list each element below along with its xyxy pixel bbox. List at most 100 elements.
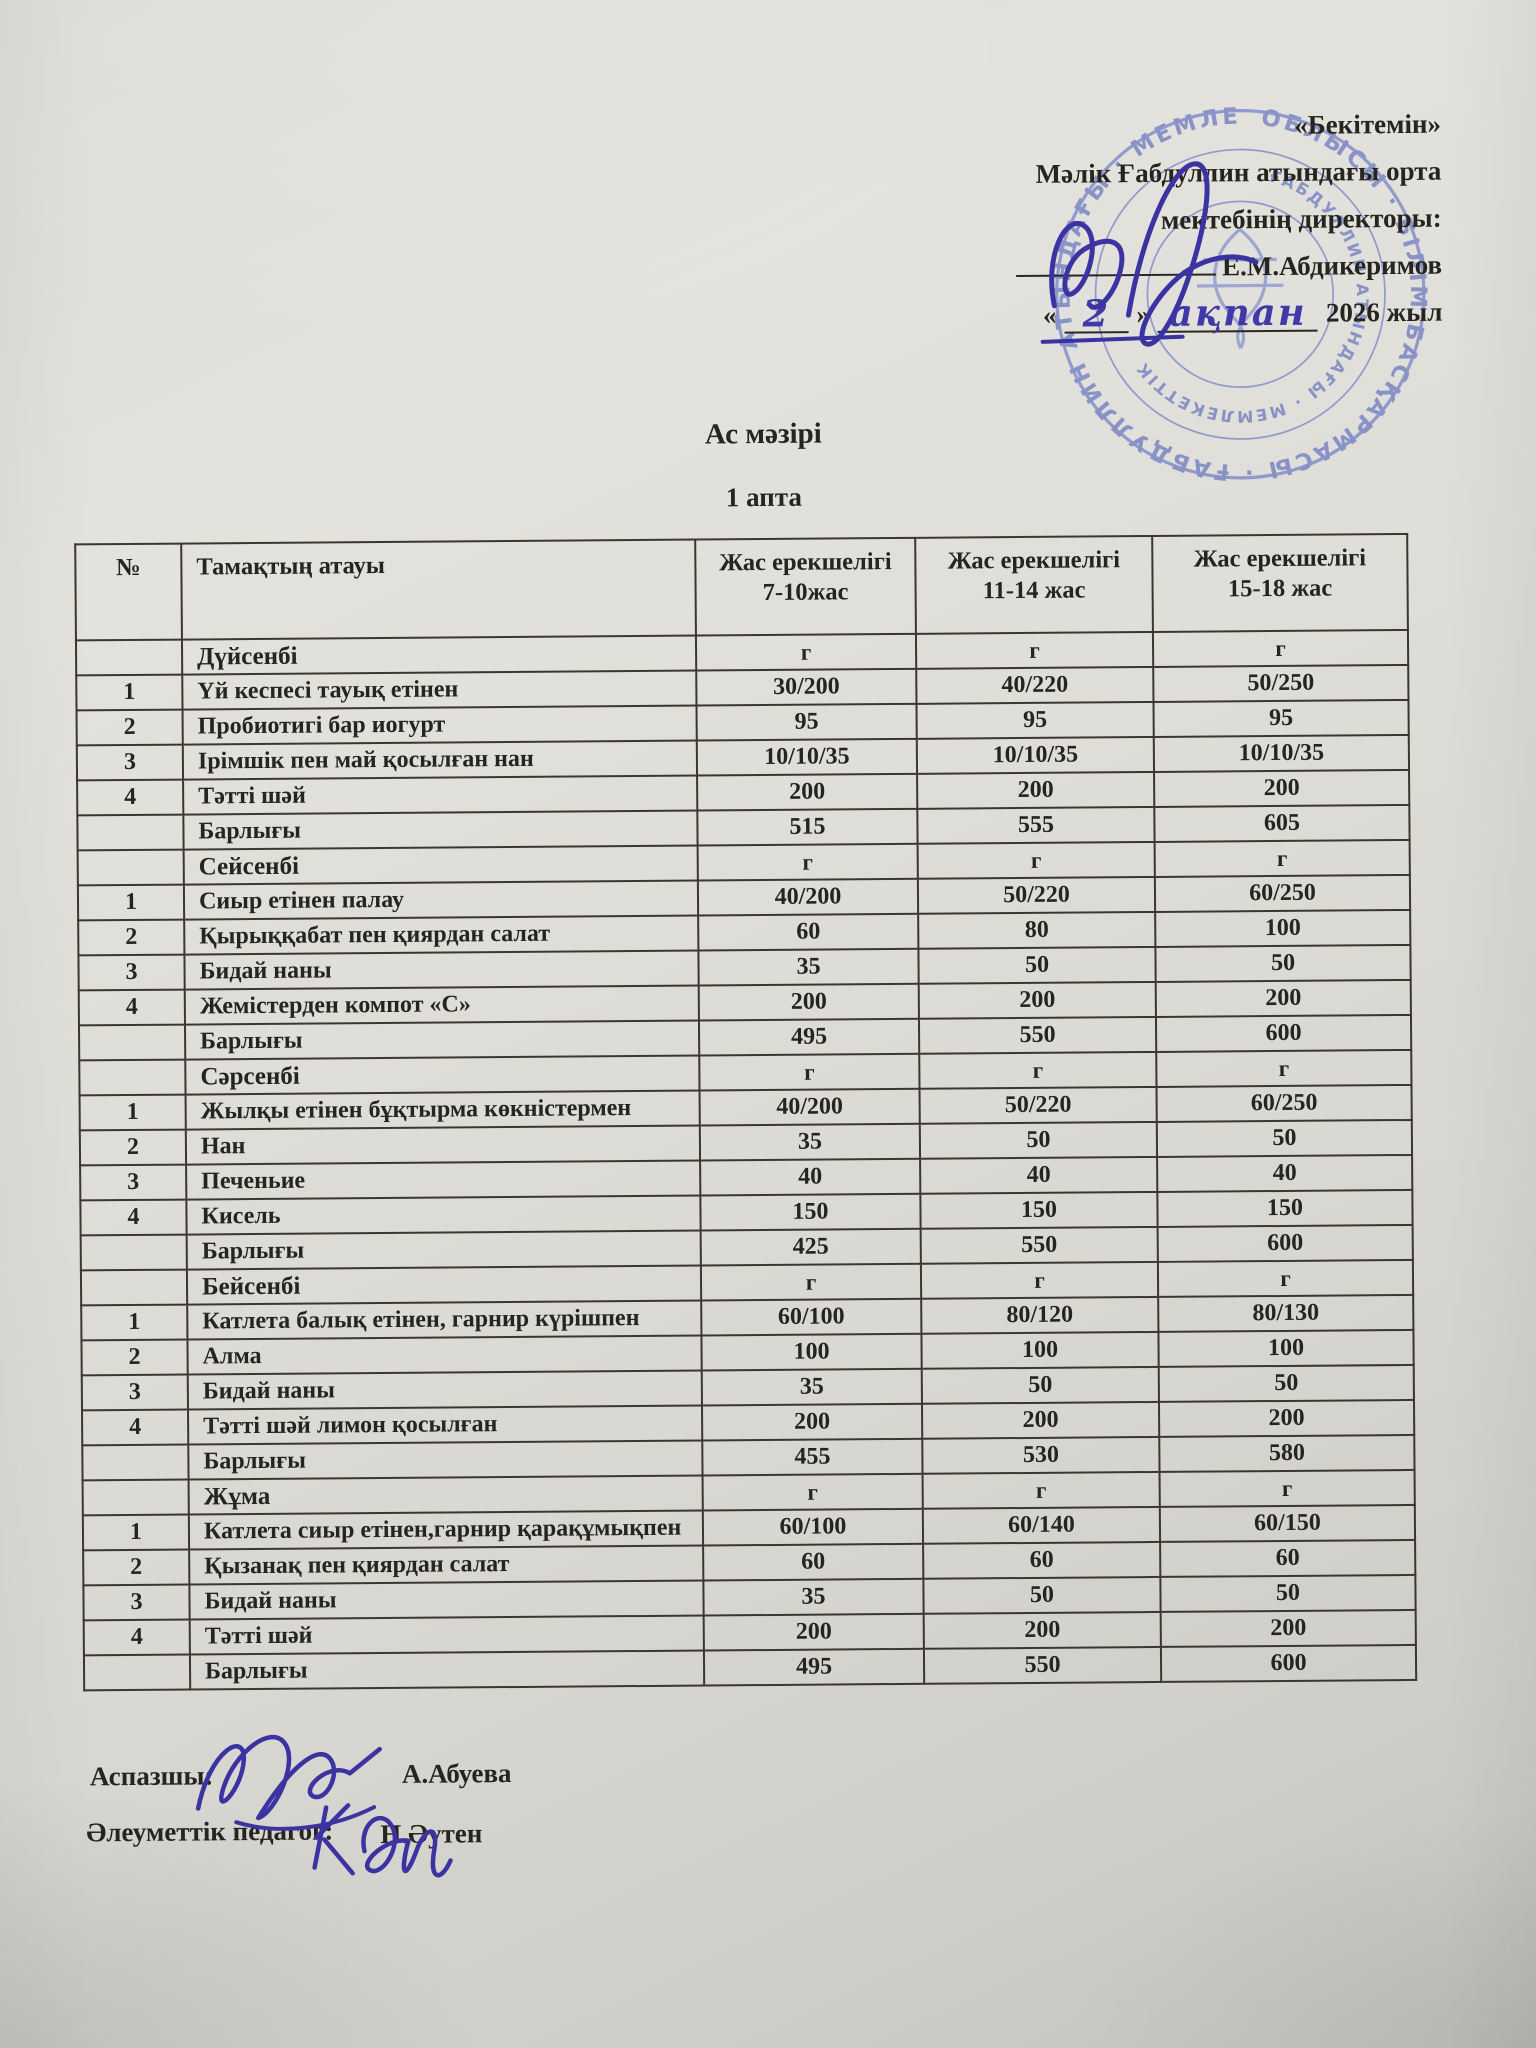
cell-number: 4 xyxy=(80,1199,187,1236)
cell-value-7-10: 35 xyxy=(698,948,919,986)
cell-value-15-18: г xyxy=(1154,839,1410,877)
cell-value-11-14: г xyxy=(922,1471,1160,1509)
cell-dish-name: Пробиотигі бар иогурт xyxy=(182,705,697,745)
cell-value-15-18: 60/150 xyxy=(1159,1504,1416,1542)
cell-value-7-10: 60 xyxy=(703,1543,924,1581)
cell-value-15-18: 200 xyxy=(1158,1399,1415,1437)
cell-value-15-18: 60 xyxy=(1160,1539,1416,1577)
cell-value-7-10: 35 xyxy=(703,1578,924,1616)
cell-number: 1 xyxy=(81,1304,188,1341)
cell-number: 4 xyxy=(77,779,184,816)
cell-value-7-10: 35 xyxy=(699,1123,921,1161)
age-header-line: Жас ерекшелігі xyxy=(719,548,892,577)
cell-value-7-10: 495 xyxy=(698,1018,920,1056)
cell-value-7-10: 40 xyxy=(700,1158,921,1196)
cell-value-11-14: 60/140 xyxy=(922,1506,1161,1544)
cell-number: 4 xyxy=(82,1409,189,1446)
cell-value-11-14: 50 xyxy=(919,1121,1158,1159)
cell-value-11-14: 150 xyxy=(920,1191,1158,1229)
cell-dish-name: Кисель xyxy=(186,1195,701,1235)
cell-value-7-10: 150 xyxy=(700,1193,921,1231)
cell-value-11-14: 555 xyxy=(917,806,1155,844)
cell-value-11-14: 50 xyxy=(918,946,1156,984)
cell-dish-name: Алма xyxy=(187,1335,702,1375)
col-header-age-7-10: Жас ерекшелігі 7-10жас xyxy=(695,537,916,636)
cell-value-7-10: 200 xyxy=(697,773,918,811)
cell-value-15-18: 100 xyxy=(1155,909,1411,947)
cell-value-7-10: 10/10/35 xyxy=(696,738,918,776)
cell-value-15-18: 10/10/35 xyxy=(1153,734,1410,772)
cell-value-15-18: 80/130 xyxy=(1158,1294,1414,1332)
stamp-outer-ring xyxy=(1055,109,1426,480)
cell-number xyxy=(77,814,184,851)
stamp-emblem xyxy=(1197,228,1284,350)
cell-value-11-14: 200 xyxy=(917,771,1155,809)
cell-dish-name: Сейсенбі xyxy=(183,845,698,885)
cell-dish-name: Сиыр етінен палау xyxy=(183,880,699,920)
cell-value-15-18: 580 xyxy=(1159,1434,1415,1472)
cell-dish-name: Катлета балық етінен, гарнир күрішпен xyxy=(187,1300,702,1340)
cell-value-15-18: г xyxy=(1159,1469,1415,1507)
date-year: 2026 жыл xyxy=(1325,296,1443,328)
cell-number xyxy=(83,1654,191,1691)
cell-number: 4 xyxy=(78,989,185,1026)
cell-value-15-18: 40 xyxy=(1157,1154,1413,1192)
cell-dish-name: Тәтті шәй xyxy=(189,1615,704,1655)
cell-value-11-14: 10/10/35 xyxy=(916,736,1155,774)
cell-dish-name: Барлығы xyxy=(189,1650,705,1690)
cell-value-7-10: г xyxy=(697,843,918,881)
cell-value-11-14: 550 xyxy=(920,1226,1158,1264)
cell-value-15-18: г xyxy=(1152,629,1409,667)
table-header-row: № Тамақтың атауы Жас ерекшелігі 7-10жас … xyxy=(75,533,1408,641)
cell-value-7-10: 35 xyxy=(701,1368,922,1406)
stamp-inner-ring xyxy=(1146,200,1335,389)
cell-number: 3 xyxy=(83,1584,190,1621)
cell-value-7-10: г xyxy=(699,1053,920,1091)
menu-table-body: Дүйсенбі г г г 1 Үй кеспесі тауық етінен 30/20… xyxy=(75,629,1417,1691)
cell-value-7-10: 425 xyxy=(700,1228,921,1266)
cell-value-15-18: 60/250 xyxy=(1156,1084,1412,1122)
cell-number: 1 xyxy=(79,1094,186,1131)
cell-value-7-10: 200 xyxy=(703,1613,924,1651)
cell-value-11-14: 530 xyxy=(922,1436,1160,1474)
cell-dish-name: Жемістерден компот «С» xyxy=(184,985,699,1025)
col-header-age-15-18: Жас ерекшелігі 15-18 жас xyxy=(1152,533,1408,632)
cell-value-15-18: 600 xyxy=(1155,1014,1412,1052)
cell-value-11-14: 40/220 xyxy=(916,666,1154,704)
cell-value-7-10: 30/200 xyxy=(696,668,917,706)
cell-dish-name: Барлығы xyxy=(186,1230,701,1270)
cell-dish-name: Катлета сиыр етінен,гарнир қарақұмықпен xyxy=(188,1510,704,1550)
cell-number xyxy=(82,1479,189,1516)
cell-dish-name: Нан xyxy=(185,1125,701,1165)
cell-value-15-18: 50 xyxy=(1156,1119,1413,1157)
cell-value-7-10: г xyxy=(700,1263,922,1301)
cell-dish-name: Барлығы xyxy=(183,810,698,850)
cell-dish-name: Бидай наны xyxy=(187,1370,702,1410)
cell-value-11-14: 40 xyxy=(920,1156,1158,1194)
cell-dish-name: Жылқы етінен бұқтырма көкністермен xyxy=(185,1090,700,1130)
age-range-line: 11-14 жас xyxy=(982,576,1086,605)
director-signature xyxy=(1040,161,1259,347)
cell-dish-name: Қырыққабат пен қиярдан салат xyxy=(184,915,699,955)
cell-value-11-14: 50 xyxy=(921,1366,1159,1404)
cell-value-15-18: 150 xyxy=(1157,1189,1413,1227)
age-header-line: Жас ерекшелігі xyxy=(947,546,1121,575)
cell-value-11-14: г xyxy=(920,1261,1159,1299)
cell-number: 4 xyxy=(83,1619,190,1656)
cell-value-15-18: 50 xyxy=(1155,944,1411,982)
cell-number: 2 xyxy=(79,1129,187,1166)
cell-dish-name: Печеньие xyxy=(186,1160,701,1200)
social-pedagog-signature xyxy=(312,1803,453,1878)
cell-dish-name: Ірімшік пен май қосылған нан xyxy=(182,740,698,780)
cell-dish-name: Дүйсенбі xyxy=(181,635,697,675)
cell-value-15-18: 605 xyxy=(1154,804,1410,842)
cell-value-15-18: 200 xyxy=(1155,979,1411,1017)
cell-value-11-14: 550 xyxy=(918,1016,1157,1054)
cell-value-7-10: 60 xyxy=(698,913,919,951)
cell-dish-name: Бидай наны xyxy=(184,950,699,990)
cell-value-11-14: г xyxy=(915,631,1154,669)
cell-value-7-10: 200 xyxy=(698,983,919,1021)
cell-dish-name: Бидай наны xyxy=(189,1580,704,1620)
cell-dish-name: Барлығы xyxy=(184,1020,700,1060)
